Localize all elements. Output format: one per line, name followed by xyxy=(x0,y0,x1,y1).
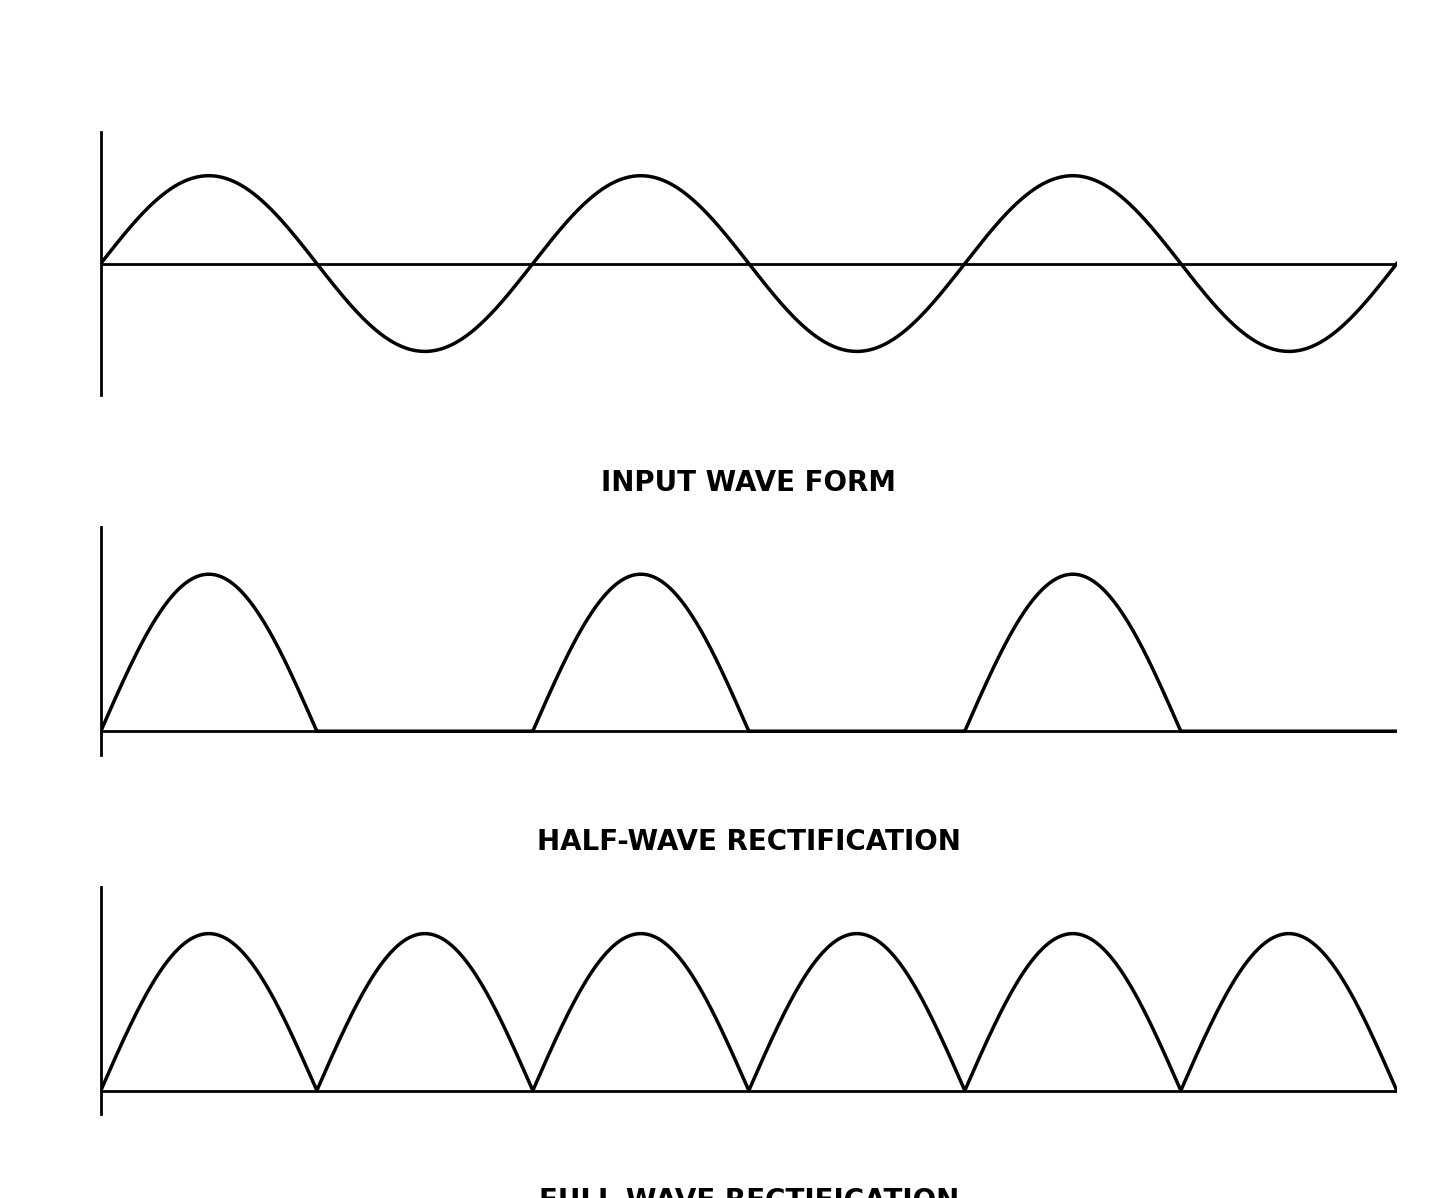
Text: INPUT WAVE FORM: INPUT WAVE FORM xyxy=(602,470,896,497)
Text: FULL-WAVE RECTIFICATION: FULL-WAVE RECTIFICATION xyxy=(539,1187,959,1198)
Text: HALF-WAVE RECTIFICATION: HALF-WAVE RECTIFICATION xyxy=(537,828,960,855)
